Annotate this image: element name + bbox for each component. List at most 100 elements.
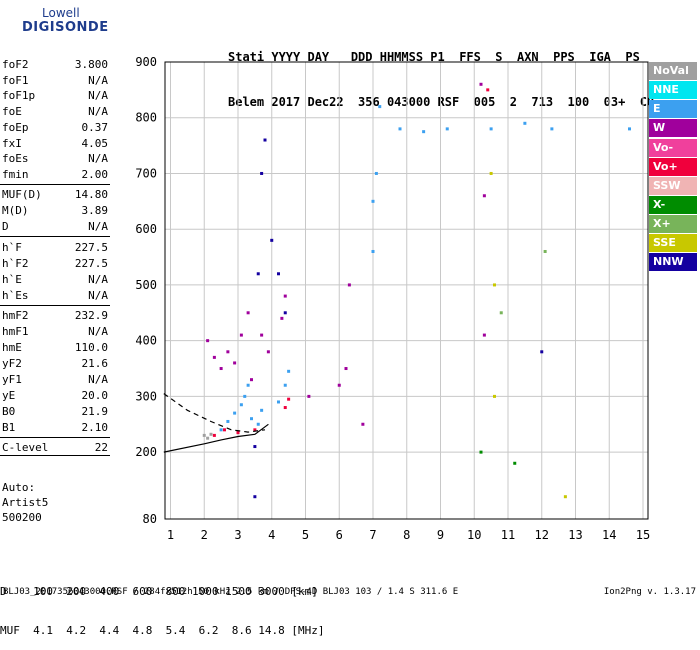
footer-version: Ion2Png v. 1.3.17 [603, 587, 696, 597]
echo-point [337, 383, 341, 387]
param-key: foEp [2, 121, 29, 134]
echo-point [246, 311, 250, 315]
legend-item: NNW [649, 253, 697, 272]
param-row: foEs N/A [2, 152, 110, 166]
param-key: h`E [2, 273, 22, 286]
param-key: h`F [2, 241, 22, 254]
param-value: 22 [94, 441, 108, 454]
y-tick-label: 600 [135, 222, 157, 236]
echo-point [307, 394, 311, 398]
param-key: fmin [2, 168, 29, 181]
param-row: yF2 21.6 [2, 357, 110, 371]
echo-point [219, 367, 223, 371]
echo-point [422, 130, 426, 134]
param-value: 3.800 [74, 58, 108, 71]
echo-point [489, 171, 493, 175]
param-key: hmF2 [2, 309, 29, 322]
echo-point [479, 82, 483, 86]
param-key: yE [2, 389, 16, 402]
auto-artist: Artist5 [2, 496, 49, 509]
plot-frame [164, 61, 649, 520]
echo-point [233, 361, 237, 365]
param-value: N/A [88, 89, 108, 102]
echo-point [206, 339, 210, 343]
x-tick-label: 8 [403, 528, 410, 542]
param-row: h`F 227.5 [2, 241, 110, 255]
logo-lowell: Lowell [42, 6, 80, 20]
param-row: h`F2 227.5 [2, 257, 110, 271]
param-row: hmE 110.0 [2, 341, 110, 355]
param-separator [0, 437, 110, 438]
echo-point [256, 272, 260, 276]
echo-point [250, 378, 253, 382]
y-tick-label: 700 [135, 166, 157, 180]
echo-point [482, 194, 486, 198]
x-tick-label: 7 [369, 528, 376, 542]
x-tick-label: 6 [336, 528, 343, 542]
param-row: B0 21.9 [2, 405, 110, 419]
auto-scaling-info: Auto: Artist5 500200 [2, 480, 48, 525]
legend-item: E [649, 100, 697, 119]
echo-point [283, 406, 287, 410]
param-row: foF1p N/A [2, 89, 110, 103]
legend-item: X+ [649, 215, 697, 234]
x-tick-label: 2 [201, 528, 208, 542]
echo-point [378, 105, 382, 109]
echo-point [256, 422, 260, 426]
echo-point [236, 431, 240, 435]
echo-point [482, 333, 486, 337]
param-value: 14.80 [74, 188, 108, 201]
echo-point [280, 316, 284, 320]
y-tick-label: 500 [135, 278, 157, 292]
param-separator [0, 305, 110, 306]
legend-item: NNE [649, 81, 697, 100]
echo-point [499, 311, 503, 315]
param-value: 0.37 [81, 121, 109, 134]
echo-point [540, 350, 544, 354]
echo-point [277, 272, 280, 276]
param-row: foF1 N/A [2, 74, 110, 88]
param-key: foF1p [2, 89, 36, 102]
param-value: N/A [88, 220, 108, 233]
param-key: M(D) [2, 204, 29, 217]
param-value: 21.9 [81, 405, 109, 418]
echo-point [223, 428, 226, 432]
auto-code: 500200 [2, 511, 42, 524]
echo-point [523, 121, 527, 125]
echo-point [493, 394, 496, 398]
param-key: yF1 [2, 373, 22, 386]
param-value: 227.5 [74, 257, 108, 270]
echo-point [202, 433, 206, 437]
param-key: B0 [2, 405, 16, 418]
echo-point [445, 127, 449, 131]
param-key: hmE [2, 341, 22, 354]
y-tick-label: 200 [135, 445, 157, 459]
echo-point [253, 495, 257, 499]
echo-point [219, 428, 223, 432]
param-value: N/A [88, 73, 108, 87]
echo-point [479, 450, 483, 454]
param-row: fmin 2.00 [2, 168, 110, 182]
echo-point [212, 433, 216, 437]
legend-item: Vo- [649, 138, 697, 157]
param-row: yE 20.0 [2, 389, 110, 403]
echo-point [550, 127, 554, 131]
echo-point [277, 400, 280, 404]
ionogram-chart: 1 2 3 4 5 6 7 8 9 10 11 12 13 14 152003004005006007008… [135, 55, 650, 542]
echo-point [489, 127, 493, 131]
echo-point [246, 383, 250, 387]
echo-point [371, 199, 375, 203]
echo-point [398, 127, 402, 131]
footer-file-info: BLJ03_2017356043000.RSF / 284fx512h 50 k… [3, 587, 459, 597]
x-tick-label: 11 [501, 528, 515, 542]
param-value: 21.6 [81, 357, 109, 370]
header-line-1: Stati YYYY DAY DDD HHMMSS P1 FFS S AXN P… [228, 50, 640, 64]
param-row: h`E N/A [2, 273, 110, 287]
param-value: N/A [88, 325, 108, 338]
x-tick-label: 13 [568, 528, 582, 542]
param-row: h`Es N/A [2, 289, 110, 303]
echo-point [239, 333, 243, 337]
param-row: M(D) 3.89 [2, 204, 110, 218]
param-key: C-level [2, 441, 49, 454]
param-key: foE [2, 105, 22, 118]
